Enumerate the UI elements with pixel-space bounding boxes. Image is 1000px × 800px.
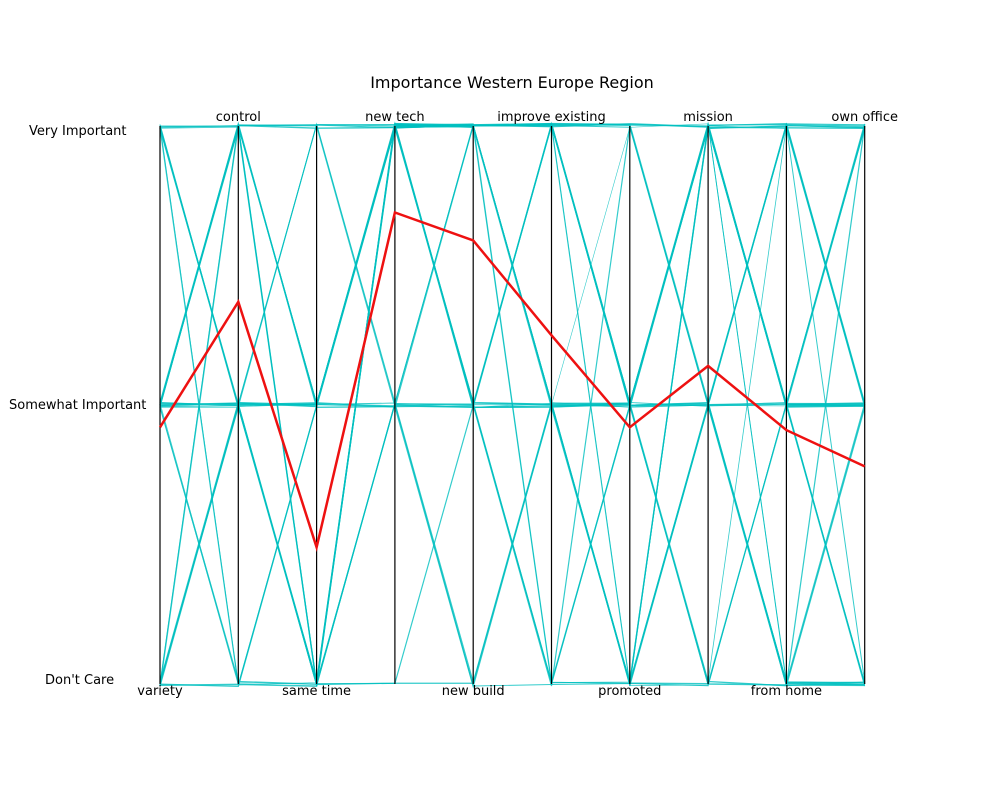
axis-label: new build bbox=[442, 684, 505, 699]
background-series-line bbox=[159, 123, 866, 686]
background-series-line bbox=[159, 121, 866, 686]
axis-label: improve existing bbox=[497, 110, 605, 125]
y-level-label: Somewhat Important bbox=[9, 398, 146, 413]
axis-label: mission bbox=[683, 110, 733, 125]
y-level-label: Very Important bbox=[29, 124, 127, 139]
y-level-label: Don't Care bbox=[45, 673, 114, 688]
axis-label: own office bbox=[831, 110, 898, 125]
chart-title: Importance Western Europe Region bbox=[370, 73, 654, 92]
highlight-series-line bbox=[158, 210, 866, 552]
axis-label: new tech bbox=[365, 110, 424, 125]
axes-group bbox=[159, 126, 866, 684]
axis-label: variety bbox=[137, 684, 183, 699]
y-level-labels-group: Don't Care Somewhat Important Very Importa… bbox=[9, 124, 146, 688]
axis-label: same time bbox=[282, 684, 351, 699]
axis-label: from home bbox=[751, 684, 822, 699]
axis-label: promoted bbox=[598, 684, 661, 699]
background-series-group bbox=[159, 121, 866, 689]
axis-label: control bbox=[216, 110, 261, 125]
axis-labels-group: variety control same time new tech new build… bbox=[137, 110, 898, 699]
highlight-series-group bbox=[158, 210, 866, 552]
